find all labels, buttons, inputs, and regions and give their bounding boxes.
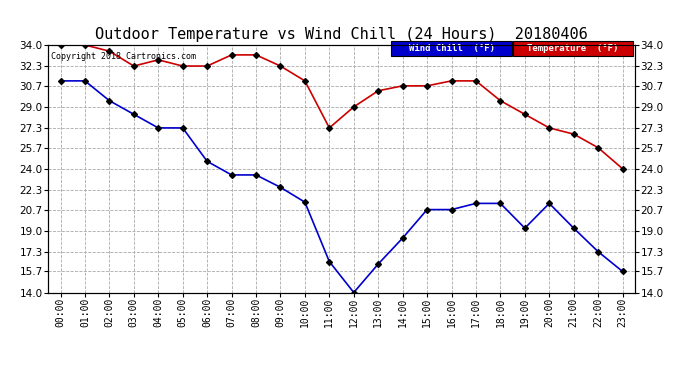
FancyBboxPatch shape (391, 41, 512, 56)
Text: Copyright 2018 Cartronics.com: Copyright 2018 Cartronics.com (51, 53, 196, 62)
FancyBboxPatch shape (513, 41, 633, 56)
Title: Outdoor Temperature vs Wind Chill (24 Hours)  20180406: Outdoor Temperature vs Wind Chill (24 Ho… (95, 27, 588, 42)
Text: Wind Chill  (°F): Wind Chill (°F) (408, 44, 495, 53)
Text: Temperature  (°F): Temperature (°F) (527, 44, 619, 53)
